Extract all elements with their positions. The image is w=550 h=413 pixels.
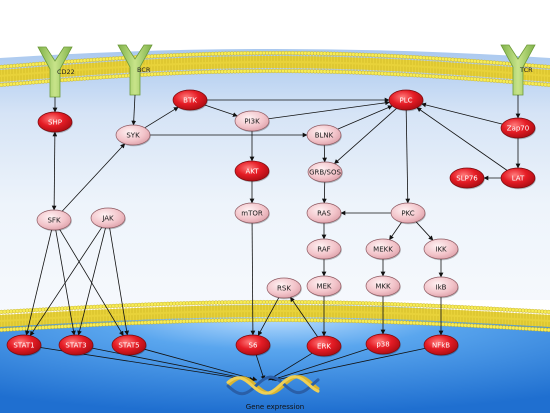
- node-stat3: STAT3: [58, 334, 94, 357]
- node-s6-label: S6: [249, 342, 258, 350]
- edge-jak-to-stat5: [109, 227, 130, 336]
- node-grb-sos-label: GRB/SOS: [309, 169, 341, 177]
- edge-nfkb-to-gene-expression: [275, 347, 426, 382]
- node-zap70-label: Zap70: [507, 125, 529, 133]
- node-grb-sos: GRB/SOS: [307, 161, 343, 184]
- node-pi3k-label: PI3K: [244, 118, 260, 126]
- edge-lat-to-plc: [416, 107, 508, 171]
- node-mtor-label: mTOR: [241, 210, 263, 218]
- node-pkc: PKC: [390, 202, 426, 225]
- node-akt-label: AKT: [245, 168, 259, 176]
- node-ikb-label: IkB: [436, 284, 447, 292]
- edge-jak-to-stat1: [29, 227, 103, 337]
- edge-btk-to-pi3k: [204, 104, 238, 117]
- node-raf-label: RAF: [317, 246, 330, 254]
- receptor-bcr: BCR: [117, 44, 153, 96]
- edge-stat5-to-gene-expression: [144, 348, 258, 382]
- receptor-tcr: TCR: [500, 44, 536, 96]
- node-stat3-label: STAT3: [65, 342, 86, 350]
- node-shp: SHP: [37, 111, 73, 134]
- receptor-cd22: CD22: [37, 46, 75, 98]
- node-mek-label: MEK: [316, 283, 331, 291]
- node-nfkb-label: NFkB: [432, 342, 450, 350]
- edge-pkc-to-mekk: [389, 222, 402, 241]
- receptor-bcr-label: BCR: [137, 66, 151, 74]
- node-lat-label: LAT: [512, 175, 525, 183]
- receptor-tcr-label: TCR: [519, 66, 533, 74]
- node-slp76: SLP76: [449, 167, 485, 190]
- edge-mtor-to-s6: [250, 222, 256, 336]
- edge-pi3k-to-plc: [268, 100, 390, 120]
- node-stat5: STAT5: [111, 334, 147, 357]
- node-ras-label: RAS: [317, 210, 331, 218]
- node-lat: LAT: [500, 167, 536, 190]
- edge-s6-to-gene-expression: [255, 354, 266, 381]
- node-plc: PLC: [388, 89, 424, 112]
- edge-p38-to-gene-expression: [271, 348, 369, 381]
- gene-expression-label: Gene expression: [246, 403, 304, 411]
- edge-plc-to-pkc: [405, 109, 411, 204]
- node-ikk-label: IKK: [435, 246, 447, 254]
- node-shp-label: SHP: [48, 119, 62, 127]
- edge-grb_sos-to-ras: [321, 181, 327, 204]
- receptor-cd22-label: CD22: [57, 68, 75, 76]
- node-syk-label: SYK: [126, 132, 140, 140]
- node-mekk: MEKK: [365, 238, 401, 261]
- node-s6: S6: [235, 334, 271, 357]
- edge-erk-to-gene-expression: [268, 352, 313, 381]
- node-blnk: BLNK: [306, 124, 342, 147]
- node-nfkb: NFkB: [423, 334, 459, 357]
- node-akt: AKT: [234, 160, 270, 183]
- edge-syk-to-btk: [144, 106, 179, 129]
- nucleus-region: [0, 304, 550, 413]
- node-mtor: mTOR: [234, 202, 270, 225]
- edge-jak-to-stat3: [77, 227, 106, 336]
- node-slp76-label: SLP76: [456, 175, 478, 183]
- node-rsk-label: RSK: [277, 285, 291, 293]
- edge-zap70-to-plc: [421, 102, 503, 125]
- node-sfk-label: SFK: [47, 217, 60, 225]
- nuclear-membrane: [0, 299, 550, 333]
- edge-pkc-to-ikk: [415, 221, 434, 241]
- node-mkk: MKK: [365, 275, 401, 298]
- node-rsk: RSK: [266, 277, 302, 300]
- node-zap70: Zap70: [500, 117, 536, 140]
- node-erk-label: ERK: [317, 343, 331, 351]
- edge-sfk-to-stat1: [25, 229, 53, 336]
- node-stat1-label: STAT1: [13, 342, 34, 350]
- edge-sfk-to-syk: [61, 143, 126, 212]
- edge-bcr-to-syk: [131, 94, 137, 126]
- node-jak-label: JAK: [101, 215, 114, 223]
- node-ikb: IkB: [423, 276, 459, 299]
- edge-blnk-to-plc: [337, 105, 393, 130]
- edge-rsk-to-s6: [257, 297, 280, 336]
- node-p38: p38: [365, 333, 401, 356]
- node-jak: JAK: [90, 207, 126, 230]
- node-stat5-label: STAT5: [118, 342, 139, 350]
- node-syk: SYK: [115, 124, 151, 147]
- node-erk: ERK: [306, 335, 342, 358]
- edge-plc-to-grb_sos: [334, 108, 397, 164]
- node-mekk-label: MEKK: [373, 246, 393, 254]
- dna-helix-icon: Gene expression: [226, 375, 320, 411]
- node-plc-label: PLC: [399, 97, 412, 105]
- node-pkc-label: PKC: [401, 210, 414, 218]
- node-stat1: STAT1: [6, 334, 42, 357]
- node-ikk: IKK: [423, 238, 459, 261]
- node-ras: RAS: [306, 202, 342, 225]
- cytoplasm-region: [0, 49, 550, 310]
- edge-shp-to-sfk: [51, 131, 58, 211]
- node-btk: BTK: [172, 89, 208, 112]
- node-mek: MEK: [306, 275, 342, 298]
- node-p38-label: p38: [376, 341, 389, 349]
- node-sfk: SFK: [36, 209, 72, 232]
- node-btk-label: BTK: [183, 97, 197, 105]
- node-blnk-label: BLNK: [315, 132, 334, 140]
- edge-erk-to-rsk: [290, 296, 318, 337]
- node-mkk-label: MKK: [375, 283, 391, 291]
- node-pi3k: PI3K: [234, 110, 270, 133]
- node-raf: RAF: [306, 238, 342, 261]
